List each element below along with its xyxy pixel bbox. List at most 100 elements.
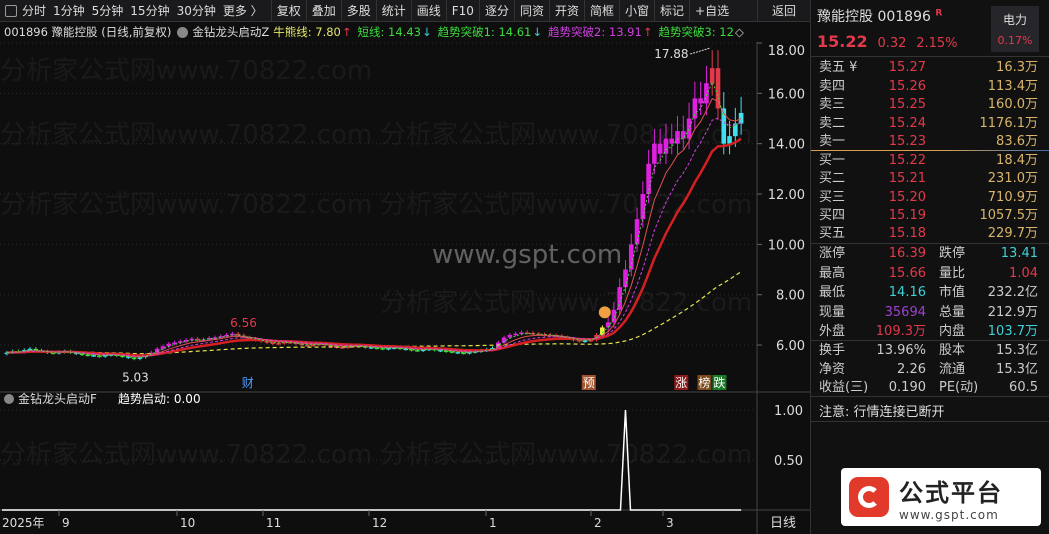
indicator-toggle-icon[interactable] xyxy=(177,26,189,38)
back-button[interactable]: 返回 xyxy=(757,0,810,21)
stat-value: 13.41 xyxy=(1000,246,1038,261)
period-15min[interactable]: 15分钟 xyxy=(130,4,170,18)
sub-indicator-name[interactable]: 金钻龙头启动F xyxy=(18,391,97,406)
stat-label: 跌停 xyxy=(939,246,966,261)
ask-volume: 113.4万 xyxy=(987,78,1038,94)
bid-price: 15.21 xyxy=(888,171,926,187)
fin-label: 换手 xyxy=(819,343,846,358)
ask-row: 卖四 15.26 113.4万 xyxy=(811,77,1049,96)
period-30min[interactable]: 30分钟 xyxy=(176,4,216,18)
candle xyxy=(652,128,657,174)
event-mark[interactable]: 涨 xyxy=(674,375,689,390)
candle xyxy=(692,81,698,130)
bid-row: 买一 15.22 18.4万 xyxy=(811,151,1049,170)
sector-name: 电力 xyxy=(1002,13,1027,27)
stat-label: 现量 xyxy=(819,304,846,320)
trend-line-3 xyxy=(6,137,742,357)
toolbar-button[interactable]: 统计 xyxy=(375,0,411,21)
candle xyxy=(663,123,669,165)
x-tick-label: 3 xyxy=(666,516,674,530)
toolbar-button[interactable]: 同资 xyxy=(513,0,549,21)
money-bag-icon xyxy=(598,306,611,319)
ask-label: 卖一 xyxy=(819,134,846,149)
trend-arrow-icon: ◇ xyxy=(734,25,744,39)
ask-label: 卖五 ¥ xyxy=(819,60,858,75)
toolbar-button[interactable]: 叠加 xyxy=(305,0,341,21)
stat-row: 最低 14.16 市值 232.2亿 xyxy=(811,283,1049,302)
event-mark[interactable]: 榜 xyxy=(697,375,712,390)
candle xyxy=(154,347,160,355)
ask-row: 卖一 15.23 83.6万 xyxy=(811,132,1049,151)
candle xyxy=(160,344,166,351)
ask-price: 15.25 xyxy=(888,97,926,112)
indicator-value: 趋势突破1: 14.61 xyxy=(437,25,532,39)
svg-text:跌: 跌 xyxy=(713,375,725,390)
toolbar-button[interactable]: F10 xyxy=(445,0,479,21)
trend-arrow-icon: ↑ xyxy=(642,25,653,39)
toolbar-button[interactable]: 简框 xyxy=(583,0,619,21)
bid-row: 买二 15.21 231.0万 xyxy=(811,169,1049,188)
stat-label: 外盘 xyxy=(819,324,846,339)
stat-value: 15.66 xyxy=(888,265,926,281)
x-tick-label: 11 xyxy=(266,516,281,530)
sub-y-tick-label: 1.00 xyxy=(774,404,803,419)
bid-volume: 1057.5万 xyxy=(979,207,1039,223)
quote-panel: 豫能控股 001896 R 15.22 0.32 2.15% 电力 0.17% … xyxy=(810,0,1049,534)
stat-label: 最高 xyxy=(819,265,846,281)
candle xyxy=(605,315,611,333)
x-tick-label: 1 xyxy=(489,516,497,530)
candle xyxy=(698,81,703,116)
period-5min[interactable]: 5分钟 xyxy=(91,4,124,18)
sector-box[interactable]: 电力 0.17% xyxy=(991,6,1039,52)
candle xyxy=(727,121,732,155)
bid-volume: 231.0万 xyxy=(987,171,1038,187)
trend-arrow-icon: ↑ xyxy=(341,25,352,39)
price-chart[interactable]: 18.00 16.00 14.00 12.00 10.00 8.00 6.00 17.88 6.… xyxy=(0,42,810,534)
period-label[interactable]: 日线 xyxy=(770,516,796,531)
indicator-value: 牛熊线: 7.80 xyxy=(273,25,341,39)
indicator-name[interactable]: 金钻龙头启动Z xyxy=(192,25,270,39)
bid-price: 15.20 xyxy=(888,189,926,205)
sector-pct: 0.17% xyxy=(997,34,1033,47)
y-tick-label: 14.00 xyxy=(768,138,805,153)
stat-value: 14.16 xyxy=(888,285,926,300)
stat-value: 35694 xyxy=(884,304,926,320)
candle xyxy=(501,335,507,345)
event-mark[interactable]: 跌 xyxy=(712,375,727,390)
period-1min[interactable]: 1分钟 xyxy=(53,4,85,18)
toolbar-button[interactable]: 复权 xyxy=(270,0,306,21)
sub-indicator-toggle-icon[interactable] xyxy=(4,394,14,404)
toolbar-button[interactable]: +自选 xyxy=(689,0,734,21)
bid-price: 15.22 xyxy=(888,153,926,168)
toolbar-button[interactable]: 逐分 xyxy=(478,0,514,21)
trend-line-1 xyxy=(6,80,742,359)
fin-label: 净资 xyxy=(819,361,846,377)
candle xyxy=(669,123,675,155)
period-more[interactable]: 更多 〉 xyxy=(222,4,263,18)
event-mark[interactable]: 财 xyxy=(241,375,255,390)
toolbar-button[interactable]: 小窗 xyxy=(619,0,654,21)
y-tick-label: 16.00 xyxy=(768,87,805,102)
fin-label: 流通 xyxy=(939,361,966,377)
toolbar-button[interactable]: 标记 xyxy=(654,0,689,21)
stat-label: 市值 xyxy=(939,285,966,300)
candle xyxy=(623,260,628,294)
stat-row: 涨停 16.39 跌停 13.41 xyxy=(811,244,1049,263)
period-intraday[interactable]: 分时 xyxy=(22,4,47,18)
panel-toggle-icon[interactable] xyxy=(5,4,17,17)
toolbar-button[interactable]: 开资 xyxy=(548,0,584,21)
fin-value: 2.26 xyxy=(897,361,926,377)
candle xyxy=(172,340,177,346)
stat-value: 212.9万 xyxy=(987,304,1038,320)
toolbar: 分时 1分钟 5分钟 15分钟 30分钟 更多 〉 复权 叠加 多股 统计 画线 F10 逐… xyxy=(0,0,810,22)
annotation-arrow xyxy=(690,47,711,55)
price-annotation: 5.03 xyxy=(122,370,149,384)
event-mark[interactable]: 预 xyxy=(581,375,596,390)
toolbar-button[interactable]: 多股 xyxy=(340,0,376,21)
bid-volume: 710.9万 xyxy=(987,189,1038,205)
logo-text: 公式平台 xyxy=(899,478,1003,507)
toolbar-button[interactable]: 画线 xyxy=(410,0,446,21)
y-tick-label: 6.00 xyxy=(776,339,805,354)
candle xyxy=(524,330,530,335)
stat-value: 232.2亿 xyxy=(987,285,1038,300)
